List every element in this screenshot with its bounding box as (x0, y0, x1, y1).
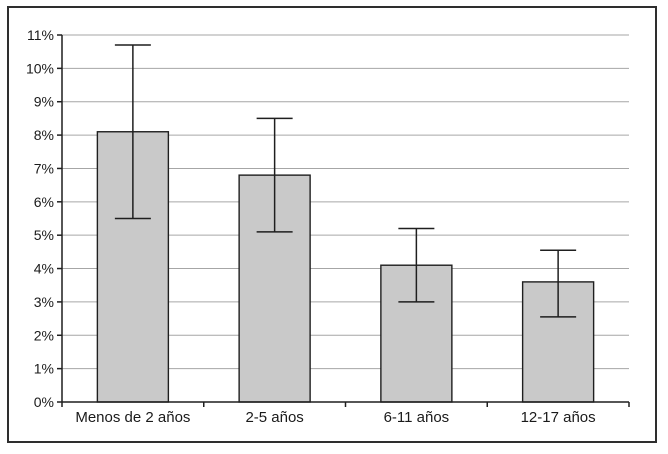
y-tick-label: 5% (34, 227, 54, 243)
x-tick-label: 12-17 años (521, 409, 596, 426)
y-tick-label: 6% (34, 194, 54, 210)
x-tick-label: 2-5 años (245, 409, 303, 426)
y-tick-label: 3% (34, 294, 54, 310)
y-tick-label: 11% (27, 27, 54, 43)
y-tick-label: 0% (34, 394, 54, 410)
figure-border (7, 6, 657, 443)
y-tick-label: 9% (34, 94, 54, 110)
y-tick-label: 7% (34, 160, 54, 176)
y-tick-label: 10% (26, 60, 54, 76)
y-tick-label: 4% (34, 261, 54, 277)
y-tick-label: 8% (34, 127, 54, 143)
x-tick-label: 6-11 años (384, 409, 450, 426)
x-tick-label: Menos de 2 años (75, 409, 190, 426)
y-tick-label: 2% (34, 327, 54, 343)
y-tick-label: 1% (34, 361, 54, 377)
